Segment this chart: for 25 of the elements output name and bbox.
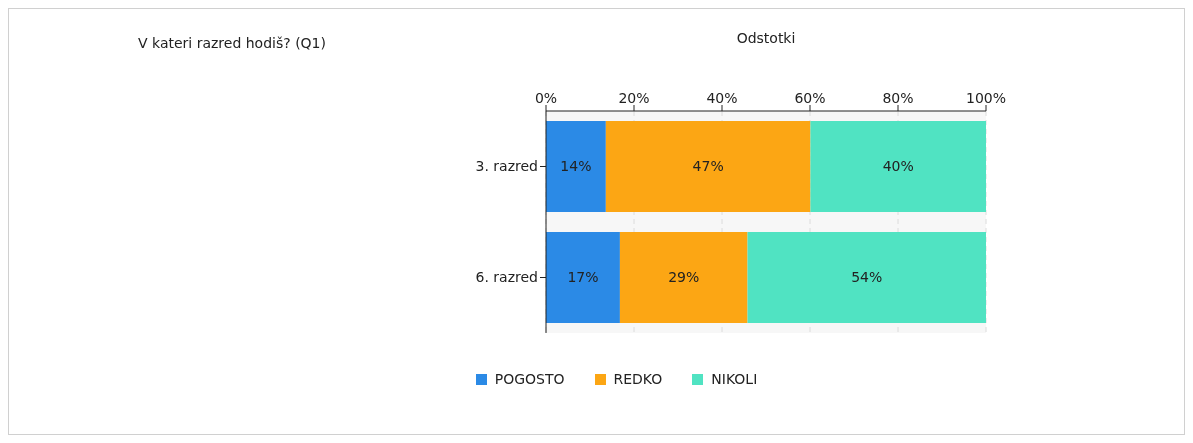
bar xyxy=(747,231,986,323)
legend-label: REDKO xyxy=(612,371,663,387)
bar xyxy=(546,231,620,323)
x-axis-title: Odstotki xyxy=(736,30,796,46)
data-label: 17% xyxy=(567,269,599,286)
bar xyxy=(810,120,986,212)
x-tick-label: 100% xyxy=(965,90,1007,106)
data-label: 40% xyxy=(882,158,914,175)
x-tick-label: 20% xyxy=(618,90,650,106)
data-label: 47% xyxy=(692,158,724,175)
y-tick-label: 6. razred xyxy=(475,269,538,286)
x-tick-label: 60% xyxy=(794,90,826,106)
bar xyxy=(619,231,748,323)
data-label: 29% xyxy=(668,269,700,286)
bar xyxy=(546,120,606,212)
bar xyxy=(605,120,811,212)
legend-label: NIKOLI xyxy=(710,371,758,387)
y-tick-label: 3. razred xyxy=(475,158,538,175)
data-label: 54% xyxy=(851,269,883,286)
x-tick-label: 40% xyxy=(706,90,738,106)
x-tick-label: 0% xyxy=(534,90,558,106)
x-tick-label: 80% xyxy=(882,90,914,106)
text: V kateri razred hodiš? (Q1) xyxy=(138,35,326,51)
data-label: 14% xyxy=(560,158,592,175)
legend-label: POGOSTO xyxy=(493,371,565,387)
